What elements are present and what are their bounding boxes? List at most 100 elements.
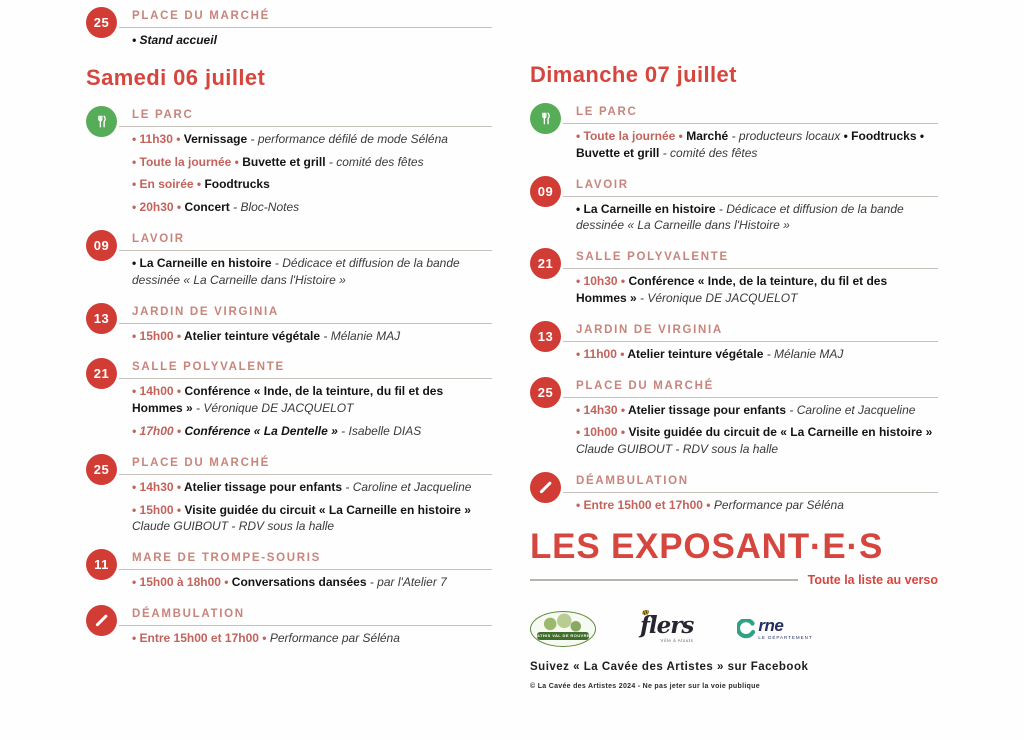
event-text-b: • La Carneille en histoire bbox=[132, 255, 272, 270]
exposants-heading: LES EXPOSANT·E·S bbox=[530, 526, 884, 566]
location-number-badge-13: 13 bbox=[530, 320, 561, 352]
location-label: LE PARC bbox=[576, 106, 638, 118]
event-text-i: - comité des fêtes bbox=[325, 154, 424, 169]
event-item: • 14h00 • Conférence « Inde, de la teint… bbox=[132, 383, 492, 417]
flers-logo-label: flers bbox=[640, 612, 694, 640]
location-number-badge-25: 25 bbox=[86, 453, 117, 485]
event-section-salle-polyvalente: 21 SALLE POLYVALENTE • 14h00 • Conférence … bbox=[86, 357, 492, 439]
event-text-i: - performance défilé de mode Séléna bbox=[247, 131, 448, 146]
event-section-jardin-de-virginia: 13 JARDIN DE VIRGINIA • 15h00 • Atelier te… bbox=[86, 302, 492, 345]
location-label: DÉAMBULATION bbox=[576, 474, 689, 487]
event-text-i: - par l'Atelier 7 bbox=[366, 575, 447, 590]
saturday-column: 25 PLACE DU MARCHÉ • Stand accueil Samedi … bbox=[86, 6, 492, 660]
flers-logo-tagline: Ville à Atouts bbox=[660, 638, 694, 644]
event-text-bi: • Stand accueil bbox=[132, 33, 217, 47]
flers-logo: flers Ville à Atouts bbox=[640, 609, 694, 644]
sunday-sections: LE PARC • Toute la journée • Marché - pro… bbox=[530, 102, 938, 514]
facebook-follow-text: Suivez « La Cavée des Artistes » sur Fac… bbox=[530, 660, 809, 673]
location-header: SALLE POLYVALENTE bbox=[563, 247, 938, 270]
orne-logo-label: rne bbox=[758, 616, 784, 636]
location-label: MARE DE TROMPE-SOURIS bbox=[132, 552, 322, 565]
event-text-i: Performance par Séléna bbox=[713, 497, 844, 512]
event-text-b: Conférence « Inde, de la teinture, du fi… bbox=[132, 384, 444, 416]
event-text-b: Conférence « Inde, de la teinture, du fi… bbox=[576, 274, 888, 305]
event-text-time: • 14h00 • bbox=[132, 384, 185, 399]
event-text-i: - Dédicace et diffusion de la bande dess… bbox=[576, 201, 904, 233]
event-text-b: Atelier tissage pour enfants bbox=[183, 479, 343, 494]
event-section-place-du-marche: 25 PLACE DU MARCHÉ • 14h30 • Atelier tissa… bbox=[530, 376, 938, 458]
location-header: PLACE DU MARCHÉ bbox=[119, 6, 492, 28]
location-label: DÉAMBULATION bbox=[132, 607, 245, 620]
event-section-lavoir: 09 LAVOIR • La Carneille en histoire - Déd… bbox=[530, 175, 938, 235]
location-header: DÉAMBULATION bbox=[563, 471, 938, 493]
event-item: • 14h30 • Atelier tissage pour enfants -… bbox=[132, 479, 492, 496]
event-text-i: - Véronique DE JACQUELOT bbox=[192, 401, 354, 416]
location-header: LE PARC bbox=[563, 102, 938, 124]
event-text-time: • 10h30 • bbox=[576, 274, 629, 289]
event-text-time: • 14h30 • bbox=[132, 479, 184, 494]
event-text-bi: Conférence « La Dentelle » bbox=[184, 423, 338, 438]
event-text-time: • 10h00 • bbox=[576, 425, 629, 440]
location-header: DÉAMBULATION bbox=[119, 604, 492, 626]
sunday-column: Dimanche 07 juillet LE PARC • Toute la jo… bbox=[530, 62, 938, 690]
event-section-jardin-de-virginia: 13 JARDIN DE VIRGINIA • 11h00 • Atelier te… bbox=[530, 320, 938, 363]
event-item: • Toute la journée • Marché - producteur… bbox=[576, 128, 938, 162]
event-text-time: • En soirée • bbox=[132, 177, 205, 192]
event-text-i: - Bloc-Notes bbox=[229, 200, 300, 215]
event-text-time: • 11h30 • bbox=[132, 131, 184, 146]
location-label: SALLE POLYVALENTE bbox=[576, 251, 729, 264]
event-text-i: Claude GUIBOUT - RDV sous la halle bbox=[576, 442, 779, 457]
event-text-i: - Caroline et Jacqueline bbox=[342, 479, 472, 494]
event-text-time: • Entre 15h00 et 17h00 • bbox=[576, 497, 714, 512]
event-text-b: Buvette et grill bbox=[242, 154, 326, 169]
location-header: LAVOIR bbox=[563, 175, 938, 197]
brush-slash-icon bbox=[530, 471, 561, 503]
event-text-i: - Dédicace et diffusion de la bande dess… bbox=[132, 255, 460, 287]
saturday-sections: LE PARC • 11h30 • Vernissage - performanc… bbox=[86, 105, 492, 647]
orne-crescent-icon bbox=[737, 618, 756, 638]
event-text-b: Atelier teinture végétale bbox=[627, 346, 764, 361]
event-section-mare-de-trompe-souris: 11 MARE DE TROMPE-SOURIS • 15h00 à 18h00 •… bbox=[86, 548, 492, 591]
event-section-deambulation: DÉAMBULATION • Entre 15h00 et 17h00 • Per… bbox=[530, 471, 938, 514]
location-number-badge-21: 21 bbox=[86, 358, 117, 390]
event-text-b: Foodtrucks bbox=[204, 177, 270, 192]
event-text-time: • Toute la journée • bbox=[576, 129, 687, 143]
location-number-badge-11: 11 bbox=[86, 549, 117, 581]
event-text-i: Performance par Séléna bbox=[269, 630, 400, 645]
location-header: PLACE DU MARCHÉ bbox=[563, 376, 938, 398]
event-section-le-parc: LE PARC • Toute la journée • Marché - pro… bbox=[530, 102, 938, 162]
event-text-b: • La Carneille en histoire bbox=[576, 201, 716, 216]
event-text-i: - Véronique DE JACQUELOT bbox=[636, 290, 798, 305]
event-text-b: Marché bbox=[686, 129, 729, 143]
location-label: LE PARC bbox=[132, 108, 194, 121]
event-item: • 15h00 • Visite guidée du circuit « La … bbox=[132, 502, 492, 536]
event-text-time: • 15h00 à 18h00 • bbox=[132, 575, 232, 590]
event-item: • Entre 15h00 et 17h00 • Performance par… bbox=[576, 497, 938, 514]
event-section-place-du-marche: 25 PLACE DU MARCHÉ • Stand accueil bbox=[86, 6, 492, 49]
location-label: LAVOIR bbox=[132, 232, 185, 245]
event-text-i: Claude GUIBOUT - RDV sous la halle bbox=[132, 519, 335, 534]
saturday-heading: Samedi 06 juillet bbox=[86, 64, 266, 90]
athis-logo-label: ATHIS VAL DE ROUVRE bbox=[537, 631, 589, 640]
event-text-time: • Toute la journée • bbox=[132, 154, 243, 169]
partner-logos-row: ATHIS VAL DE ROUVRE flers Ville à Atouts… bbox=[530, 609, 938, 647]
event-text-time: • Entre 15h00 et 17h00 • bbox=[132, 630, 270, 645]
event-text-b: Visite guidée du circuit « La Carneille … bbox=[184, 502, 471, 517]
brush-slash-icon bbox=[86, 604, 117, 636]
event-item: • Entre 15h00 et 17h00 • Performance par… bbox=[132, 630, 492, 647]
event-item: • 14h30 • Atelier tissage pour enfants -… bbox=[576, 402, 938, 419]
divider-line bbox=[530, 578, 798, 581]
location-header: SALLE POLYVALENTE bbox=[119, 357, 492, 380]
event-text-b: Atelier teinture végétale bbox=[183, 328, 321, 343]
event-section-salle-polyvalente: 21 SALLE POLYVALENTE • 10h30 • Conférence … bbox=[530, 247, 938, 307]
utensils-icon bbox=[530, 103, 561, 134]
event-text-b: • Foodtrucks • Buvette et grill bbox=[576, 129, 925, 160]
location-header: JARDIN DE VIRGINIA bbox=[563, 320, 938, 342]
event-item: • Toute la journée • Buvette et grill - … bbox=[132, 154, 492, 171]
event-item: • 17h00 • Conférence « La Dentelle » - I… bbox=[132, 423, 492, 440]
location-label: PLACE DU MARCHÉ bbox=[576, 379, 714, 392]
event-item: • La Carneille en histoire - Dédicace et… bbox=[576, 201, 938, 235]
event-text-i: - Caroline et Jacqueline bbox=[786, 402, 916, 417]
event-text-time: • 14h30 • bbox=[576, 402, 628, 417]
